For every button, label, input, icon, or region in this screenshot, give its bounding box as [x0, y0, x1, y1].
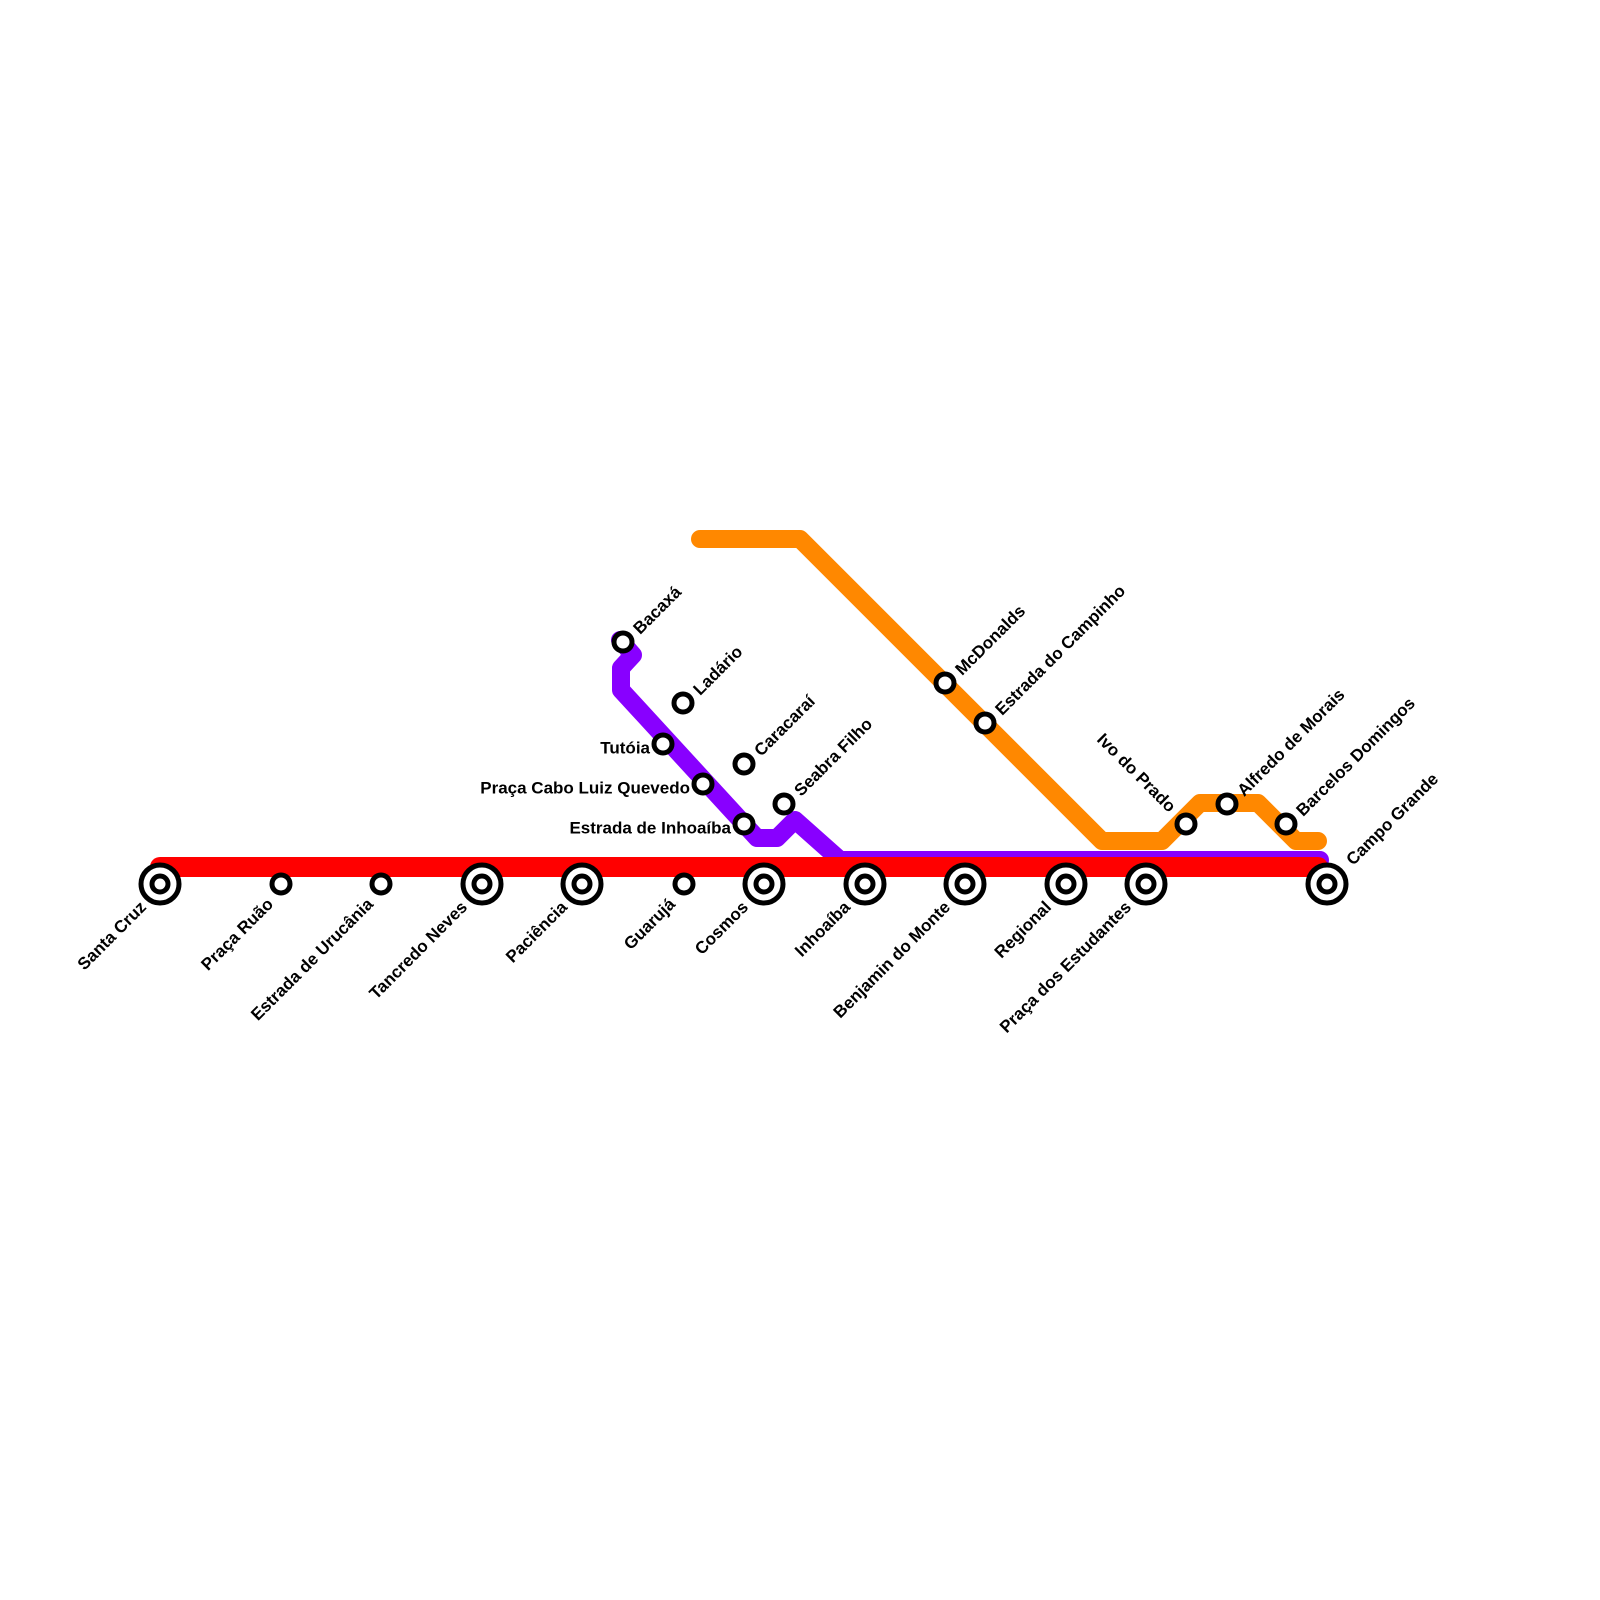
- station-label-caracarai[interactable]: Caracaraí: [751, 691, 820, 760]
- interchange-inner-ring: [753, 873, 775, 895]
- station-inhoaiba[interactable]: [843, 862, 887, 906]
- station-seabra-filho[interactable]: [772, 792, 796, 816]
- interchange-inner-ring: [1316, 873, 1338, 895]
- stop-marker: [1174, 812, 1198, 836]
- stop-marker: [611, 630, 635, 654]
- stop-marker: [973, 711, 997, 735]
- station-bacaxa[interactable]: [611, 630, 635, 654]
- stop-marker: [651, 732, 675, 756]
- station-label-santa-cruz[interactable]: Santa Cruz: [74, 898, 150, 974]
- station-label-guaruja[interactable]: Guarujá: [620, 894, 679, 953]
- station-campo-grande[interactable]: [1305, 862, 1349, 906]
- station-guaruja[interactable]: [672, 872, 696, 896]
- station-label-cosmos[interactable]: Cosmos: [691, 898, 752, 959]
- interchange-inner-ring: [1055, 873, 1077, 895]
- stop-marker: [772, 792, 796, 816]
- interchange-inner-ring: [854, 873, 876, 895]
- station-label-mcdonalds[interactable]: McDonalds: [952, 601, 1030, 679]
- stop-marker: [732, 812, 756, 836]
- station-label-campo-grande[interactable]: Campo Grande: [1343, 769, 1443, 869]
- station-label-ivo-do-prado[interactable]: Ivo do Prado: [1093, 730, 1179, 816]
- station-label-praca-cabo-luiz-quevedo[interactable]: Praça Cabo Luiz Quevedo: [480, 778, 690, 797]
- station-label-regional[interactable]: Regional: [991, 898, 1055, 962]
- stop-marker: [1274, 812, 1298, 836]
- station-santa-cruz[interactable]: [138, 862, 182, 906]
- station-praca-cabo-luiz-quevedo[interactable]: [691, 772, 715, 796]
- interchange-inner-ring: [1135, 873, 1157, 895]
- station-barcelos-domingos[interactable]: [1274, 812, 1298, 836]
- station-tancredo-neves[interactable]: [460, 862, 504, 906]
- station-benjamin-do-monte[interactable]: [943, 862, 987, 906]
- stop-marker: [691, 772, 715, 796]
- station-cosmos[interactable]: [742, 862, 786, 906]
- station-label-estrada-de-inhoaiba[interactable]: Estrada de Inhoaíba: [569, 818, 731, 837]
- station-tutoia[interactable]: [651, 732, 675, 756]
- station-mcdonalds[interactable]: [933, 671, 957, 695]
- station-caracarai[interactable]: [732, 752, 756, 776]
- station-praca-dos-estudantes[interactable]: [1124, 862, 1168, 906]
- station-praca-ruao[interactable]: [269, 872, 293, 896]
- interchange-inner-ring: [954, 873, 976, 895]
- station-ladario[interactable]: [671, 691, 695, 715]
- station-label-paciencia[interactable]: Paciência: [502, 897, 571, 966]
- station-estrada-de-inhoaiba[interactable]: [732, 812, 756, 836]
- station-label-bacaxa[interactable]: Bacaxá: [630, 582, 686, 638]
- interchange-inner-ring: [149, 873, 171, 895]
- station-label-inhoaiba[interactable]: Inhoaíba: [791, 897, 854, 960]
- interchange-inner-ring: [571, 873, 593, 895]
- stop-marker: [671, 691, 695, 715]
- station-ivo-do-prado[interactable]: [1174, 812, 1198, 836]
- station-regional[interactable]: [1044, 862, 1088, 906]
- station-label-tutoia[interactable]: Tutóia: [600, 738, 650, 757]
- station-estrada-de-urucania[interactable]: [369, 872, 393, 896]
- station-paciencia[interactable]: [560, 862, 604, 906]
- station-label-praca-dos-estudantes[interactable]: Praça dos Estudantes: [996, 898, 1135, 1037]
- stop-marker: [672, 872, 696, 896]
- station-label-estrada-do-campinho[interactable]: Estrada do Campinho: [992, 581, 1130, 719]
- station-label-ladario[interactable]: Ladário: [690, 642, 747, 699]
- station-alfredo-de-morais[interactable]: [1215, 792, 1239, 816]
- station-label-seabra-filho[interactable]: Seabra Filho: [791, 714, 877, 800]
- purple-line: [611, 631, 1329, 869]
- stop-marker: [269, 872, 293, 896]
- station-label-praca-ruao[interactable]: Praça Ruão: [197, 895, 277, 975]
- station-estrada-do-campinho[interactable]: [973, 711, 997, 735]
- stop-marker: [369, 872, 393, 896]
- stop-marker: [1215, 792, 1239, 816]
- stop-marker: [732, 752, 756, 776]
- station-label-tancredo-neves[interactable]: Tancredo Neves: [366, 898, 471, 1003]
- station-markers: [138, 630, 1349, 906]
- stop-marker: [933, 671, 957, 695]
- interchange-inner-ring: [471, 873, 493, 895]
